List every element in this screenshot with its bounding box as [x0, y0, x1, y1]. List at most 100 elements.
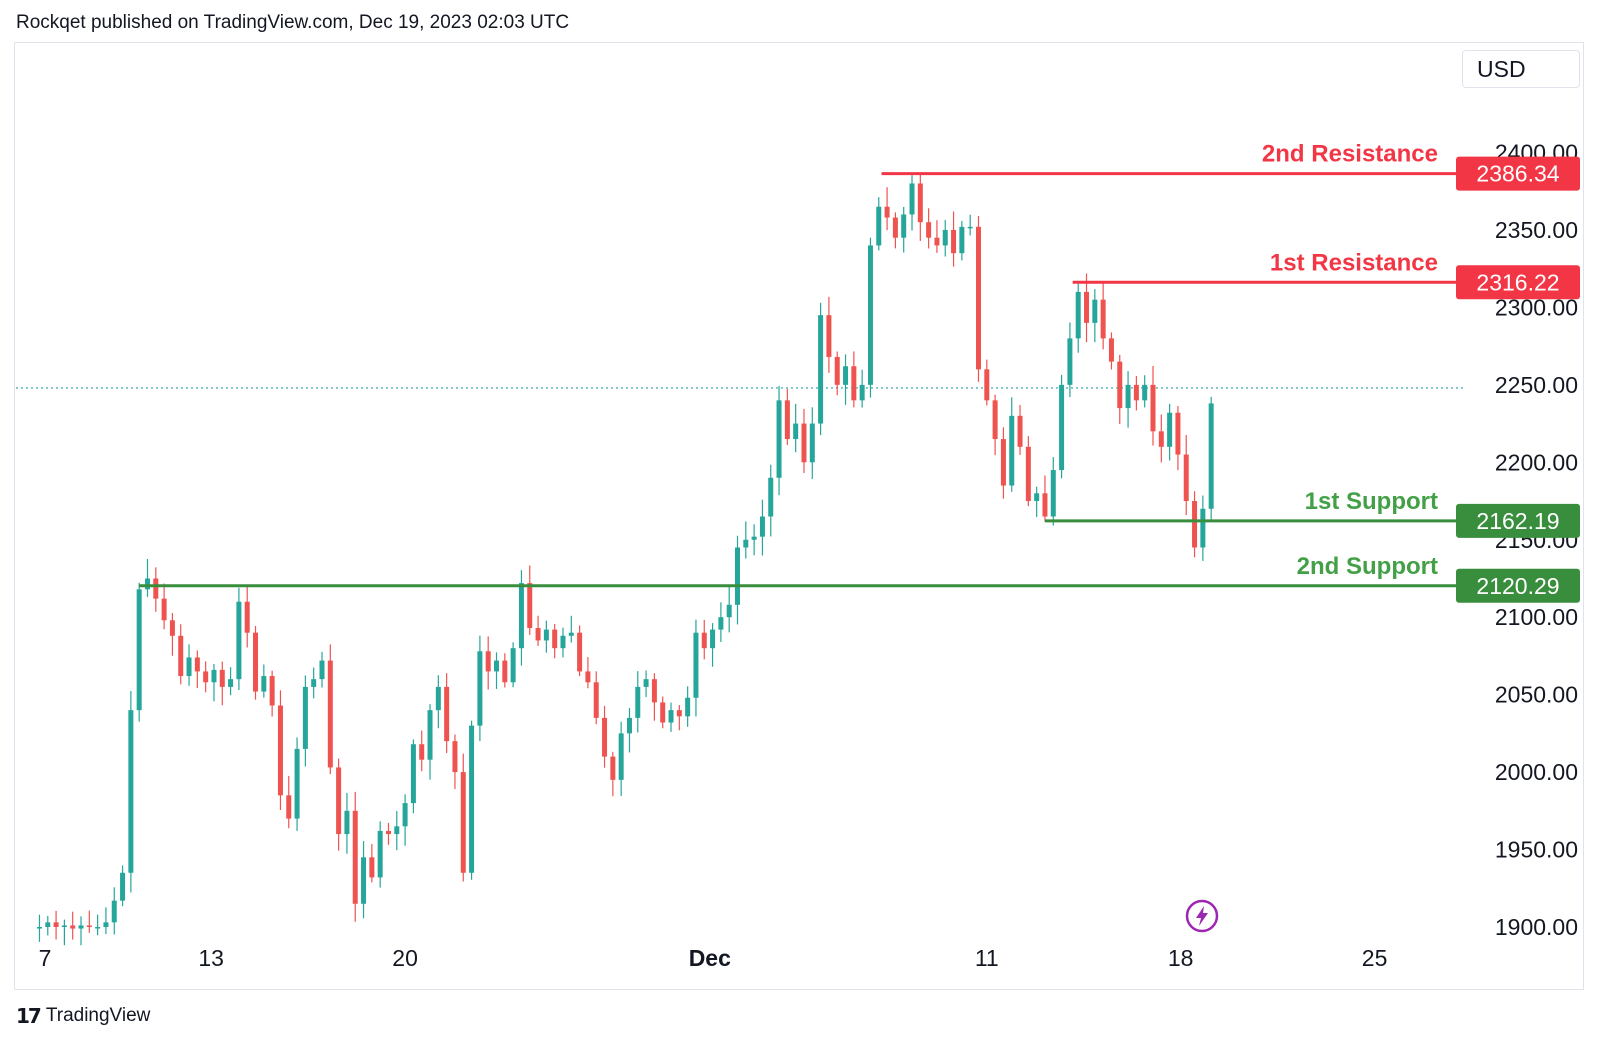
candle: [194, 650, 200, 689]
candle-body: [602, 717, 608, 757]
candle-body: [751, 536, 757, 540]
candle-body: [319, 660, 325, 680]
candle: [768, 464, 774, 537]
footer-brand[interactable]: 17 TradingView: [16, 1004, 150, 1028]
candle: [1017, 404, 1023, 455]
chart-frame: [14, 42, 1584, 990]
candles-layer: [36, 174, 1214, 946]
candle-body: [1075, 291, 1081, 339]
candle: [169, 613, 175, 656]
price-tag-text: 2316.22: [1476, 269, 1559, 295]
candle: [70, 911, 76, 940]
candle-body: [194, 657, 200, 672]
candle: [302, 675, 308, 767]
candle-body: [951, 229, 957, 254]
candle-body: [901, 214, 907, 238]
candle-body: [593, 682, 599, 718]
time-axis: 7 13 20 Dec 11 18 25: [39, 945, 1388, 971]
candle-body: [485, 651, 491, 672]
candle: [144, 559, 150, 597]
candle: [203, 661, 209, 693]
candle-body: [460, 772, 466, 873]
candle-body: [1200, 508, 1206, 548]
candle-body: [144, 578, 150, 590]
candle: [336, 758, 342, 851]
candle: [103, 907, 109, 935]
support-level-label: 2nd Support: [1297, 553, 1438, 580]
candle: [244, 585, 250, 648]
candle: [942, 219, 948, 257]
resistance-level-label: 2nd Resistance: [1262, 141, 1438, 168]
resistance-level-label: 1st Resistance: [1270, 249, 1438, 276]
candle: [460, 753, 466, 882]
candle-body: [892, 217, 898, 238]
candle-body: [86, 925, 92, 927]
candle: [876, 197, 882, 251]
candle-body: [111, 900, 117, 923]
candle: [776, 385, 782, 496]
lightning-icon[interactable]: [1185, 899, 1219, 933]
candle-body: [726, 604, 732, 618]
candle-body: [759, 516, 765, 537]
candle-body: [801, 423, 807, 463]
candle-body: [1084, 291, 1090, 323]
price-tick-label: 2050.00: [1495, 682, 1578, 708]
time-tick-label: Dec: [689, 945, 731, 971]
candle: [535, 615, 541, 646]
candle-body: [909, 183, 915, 215]
candle-body: [161, 598, 167, 621]
candle: [1175, 406, 1181, 471]
candle-body: [1183, 454, 1189, 502]
candle-body: [277, 705, 283, 796]
candle-body: [552, 629, 558, 649]
candle: [577, 625, 583, 677]
candle-body: [934, 237, 940, 246]
candle-body: [385, 830, 391, 835]
currency-button[interactable]: USD: [1462, 50, 1580, 88]
candle: [959, 220, 965, 261]
candle-body: [626, 717, 632, 734]
candle: [36, 914, 42, 942]
time-tick-label: 11: [975, 945, 999, 971]
candle: [394, 811, 400, 851]
candle: [1117, 354, 1123, 424]
candle: [818, 302, 824, 436]
candle: [1100, 282, 1106, 350]
candle-body: [136, 589, 142, 711]
candle: [1092, 289, 1098, 343]
candle: [327, 644, 333, 775]
candle: [784, 388, 790, 445]
candle: [560, 627, 566, 658]
candle-body: [710, 629, 716, 649]
price-tag-text: 2162.19: [1476, 508, 1559, 534]
candle: [867, 237, 873, 398]
candle-body: [128, 710, 134, 873]
candle: [1025, 436, 1031, 507]
candle: [901, 206, 907, 253]
publish-info: Rockqet published on TradingView.com, De…: [16, 12, 570, 33]
candle: [851, 351, 857, 408]
candle-body: [203, 671, 209, 683]
candle-body: [1034, 493, 1040, 502]
candle: [543, 620, 549, 653]
candle: [759, 499, 765, 556]
candle-body: [1050, 470, 1056, 517]
candle: [128, 690, 134, 893]
candle-body: [585, 671, 591, 683]
candle-body: [1067, 338, 1073, 385]
candle: [277, 690, 283, 811]
candle-body: [967, 226, 973, 229]
candle-body: [992, 400, 998, 440]
candle: [710, 623, 716, 667]
candle: [668, 702, 674, 732]
candle: [78, 916, 84, 946]
candle-body: [402, 803, 408, 827]
candle: [269, 670, 275, 717]
candle: [427, 704, 433, 780]
candle: [843, 354, 849, 405]
candle-body: [793, 423, 799, 440]
candle-body: [261, 676, 267, 692]
candle-body: [1100, 299, 1106, 339]
price-tick-label: 2100.00: [1495, 604, 1578, 630]
